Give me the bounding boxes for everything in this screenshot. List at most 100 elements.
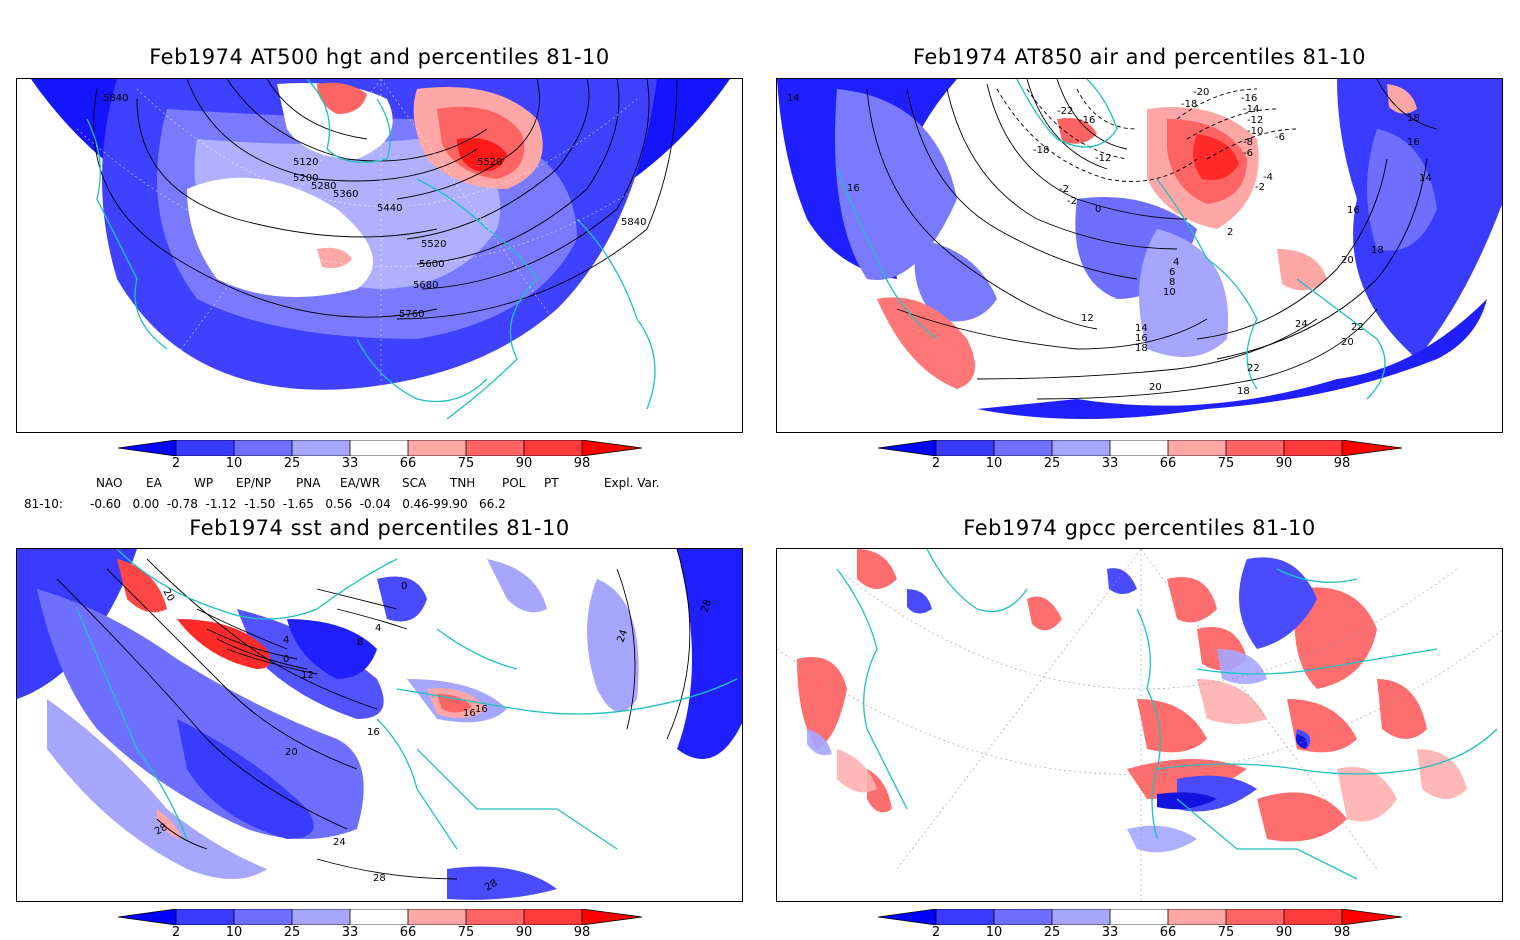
map-panel-air850: 14 -20 -18 -16 -14 -12 -10 -8 -6 -4 -2 -… [776, 78, 1503, 433]
contour-labels-bl: 20 0 4 4 8 0 12 16 16 16 20 24 28 28 28 … [153, 581, 714, 894]
cb4-tick-90: 90 [1275, 925, 1293, 940]
svg-text:0: 0 [1095, 204, 1101, 215]
cb3-tick-2: 2 [171, 925, 181, 940]
svg-text:16: 16 [1407, 137, 1420, 148]
map-sst: 20 0 4 4 8 0 12 16 16 16 20 24 28 28 28 … [17, 549, 742, 900]
cb4-tick-75: 75 [1217, 925, 1235, 940]
cb2-tick-90: 90 [1275, 456, 1293, 471]
cb4-tick-25: 25 [1043, 925, 1061, 940]
cb-tick-33: 33 [341, 456, 359, 471]
cb-tick-90: 90 [515, 456, 533, 471]
cb3-tick-66: 66 [399, 925, 417, 940]
svg-text:-2: -2 [1255, 182, 1265, 193]
colorbar-top-right [877, 439, 1403, 457]
colorbar-bottom-left [117, 908, 643, 926]
svg-text:2: 2 [1227, 227, 1233, 238]
cb4-tick-10: 10 [985, 925, 1003, 940]
cb3-tick-75: 75 [457, 925, 475, 940]
svg-text:-10: -10 [1247, 126, 1263, 137]
index-header-wp: WP [194, 476, 214, 490]
svg-text:28: 28 [699, 598, 714, 614]
svg-text:20: 20 [1341, 337, 1354, 348]
svg-text:-16: -16 [1241, 93, 1257, 104]
cb4-tick-66: 66 [1159, 925, 1177, 940]
svg-text:5360: 5360 [333, 189, 358, 200]
cb-tick-25: 25 [283, 456, 301, 471]
svg-text:18: 18 [1135, 343, 1148, 354]
svg-text:5840: 5840 [621, 217, 646, 228]
svg-text:22: 22 [1247, 363, 1260, 374]
svg-text:5840: 5840 [103, 93, 128, 104]
index-header-explvar: Expl. Var. [604, 476, 660, 490]
svg-text:18: 18 [1407, 113, 1420, 124]
cb3-tick-90: 90 [515, 925, 533, 940]
svg-text:5680: 5680 [413, 280, 438, 291]
svg-text:-22: -22 [1057, 106, 1073, 117]
index-header-pna: PNA [296, 476, 321, 490]
cb4-tick-98: 98 [1333, 925, 1351, 940]
cb2-tick-98: 98 [1333, 456, 1351, 471]
cb-tick-10: 10 [225, 456, 243, 471]
cb-tick-66: 66 [399, 456, 417, 471]
index-row-label: 81-10: [24, 497, 63, 511]
svg-text:0: 0 [401, 581, 407, 592]
svg-text:5200: 5200 [293, 173, 318, 184]
svg-text:5520: 5520 [477, 157, 502, 168]
svg-text:16: 16 [1135, 333, 1148, 344]
svg-text:10: 10 [1163, 287, 1176, 298]
svg-text:4: 4 [375, 623, 381, 634]
svg-text:14: 14 [1419, 173, 1432, 184]
panel-title-tr: Feb1974 AT850 air and percentiles 81-10 [913, 45, 1366, 69]
cb-lt2 [118, 440, 176, 456]
panel-title-bl: Feb1974 sst and percentiles 81-10 [189, 516, 570, 540]
svg-text:-2: -2 [1067, 196, 1077, 207]
svg-text:16: 16 [1347, 205, 1360, 216]
contour-labels-tr: 14 -20 -18 -16 -14 -12 -10 -8 -6 -4 -2 -… [787, 87, 1432, 397]
map-air850: 14 -20 -18 -16 -14 -12 -10 -8 -6 -4 -2 -… [777, 79, 1502, 419]
svg-text:-6: -6 [1243, 148, 1253, 159]
index-header-sca: SCA [402, 476, 427, 490]
svg-text:18: 18 [1237, 386, 1250, 397]
svg-text:16: 16 [847, 183, 860, 194]
map-hgt500: 5840 5120 5200 5280 5360 5440 5520 5520 … [31, 79, 730, 432]
svg-text:-6: -6 [1275, 132, 1285, 143]
svg-text:-18: -18 [1033, 145, 1049, 156]
svg-text:14: 14 [1135, 323, 1148, 334]
svg-text:22: 22 [1351, 322, 1364, 333]
cb2-tick-66: 66 [1159, 456, 1177, 471]
svg-text:8: 8 [1169, 277, 1175, 288]
svg-text:-18: -18 [1181, 99, 1197, 110]
svg-text:5600: 5600 [419, 259, 444, 270]
svg-text:6: 6 [1169, 267, 1175, 278]
svg-text:24: 24 [1295, 319, 1308, 330]
svg-text:0: 0 [283, 654, 289, 665]
index-row-values: -0.60 0.00 -0.78 -1.12 -1.50 -1.65 0.56 … [90, 497, 506, 511]
index-header-pol: POL [502, 476, 526, 490]
svg-text:-4: -4 [1263, 172, 1273, 183]
cb2-tick-10: 10 [985, 456, 1003, 471]
cb2-tick-25: 25 [1043, 456, 1061, 471]
map-panel-hgt500: 5840 5120 5200 5280 5360 5440 5520 5520 … [16, 78, 743, 433]
svg-text:-8: -8 [1243, 137, 1253, 148]
svg-text:4: 4 [283, 635, 289, 646]
svg-text:-12: -12 [1095, 153, 1111, 164]
svg-text:20: 20 [1149, 382, 1162, 393]
cb-tick-2: 2 [171, 456, 181, 471]
svg-text:28: 28 [373, 873, 386, 884]
svg-text:4: 4 [1173, 257, 1179, 268]
svg-text:24: 24 [615, 628, 630, 644]
svg-text:5760: 5760 [399, 309, 424, 320]
svg-text:-12: -12 [1247, 115, 1263, 126]
cb2-tick-2: 2 [931, 456, 941, 471]
colorbar-bottom-right [877, 908, 1403, 926]
map-panel-sst: 20 0 4 4 8 0 12 16 16 16 20 24 28 28 28 … [16, 548, 743, 902]
cb3-tick-33: 33 [341, 925, 359, 940]
cb3-tick-98: 98 [573, 925, 591, 940]
index-header-ea: EA [146, 476, 162, 490]
svg-text:5280: 5280 [311, 181, 336, 192]
svg-text:5520: 5520 [421, 239, 446, 250]
svg-text:16: 16 [367, 727, 380, 738]
svg-text:12: 12 [1081, 313, 1094, 324]
colorbar-top-left [117, 439, 643, 457]
map-gpcc [777, 549, 1502, 901]
